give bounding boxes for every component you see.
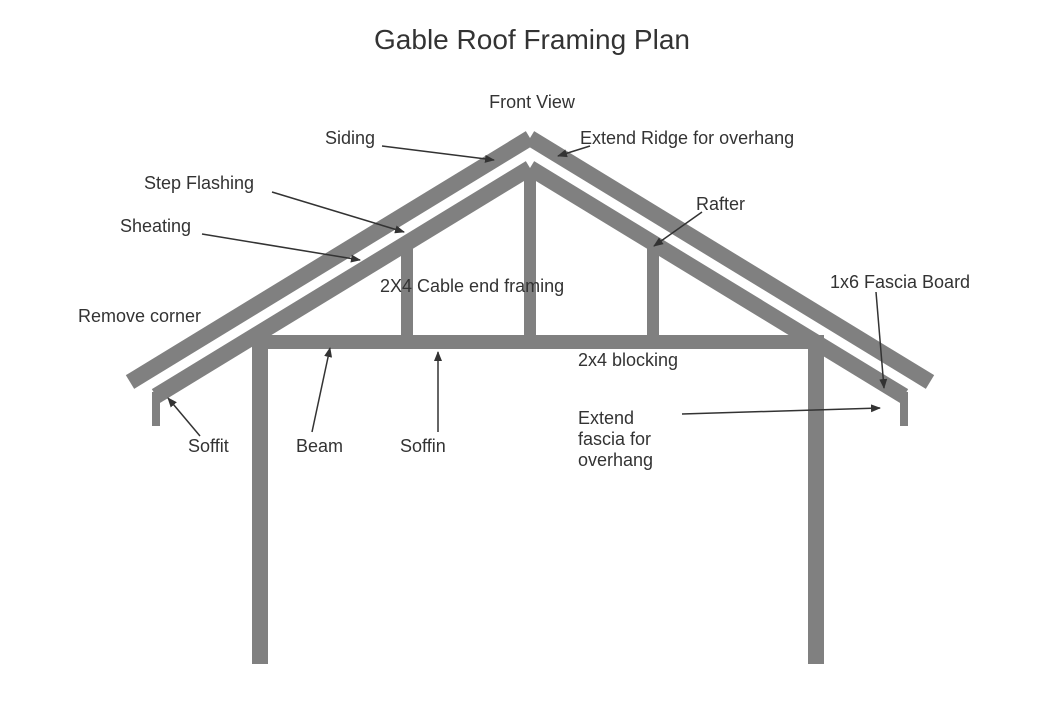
- arrow-step_flashing: [272, 192, 404, 232]
- label-soffit: Soffit: [188, 436, 229, 457]
- label-extend_fascia: Extend fascia for overhang: [578, 408, 653, 471]
- label-soffin: Soffin: [400, 436, 446, 457]
- label-rafter: Rafter: [696, 194, 745, 215]
- label-step_flashing: Step Flashing: [144, 173, 254, 194]
- roof-structure: [130, 138, 930, 664]
- label-siding: Siding: [325, 128, 375, 149]
- arrow-extend_fascia: [682, 408, 880, 414]
- arrow-beam: [312, 348, 330, 432]
- arrow-soffit: [168, 398, 200, 436]
- roof-diagram-svg: [0, 0, 1064, 705]
- label-sheating: Sheating: [120, 216, 191, 237]
- label-fascia_board: 1x6 Fascia Board: [830, 272, 970, 293]
- label-extend_ridge: Extend Ridge for overhang: [580, 128, 794, 149]
- label-cable_framing: 2X4 Cable end framing: [380, 276, 564, 297]
- label-beam: Beam: [296, 436, 343, 457]
- diagram-stage: Gable Roof Framing Plan Front View Sidin…: [0, 0, 1064, 705]
- label-remove_corner: Remove corner: [78, 306, 201, 327]
- arrow-siding: [382, 146, 494, 160]
- label-blocking: 2x4 blocking: [578, 350, 678, 371]
